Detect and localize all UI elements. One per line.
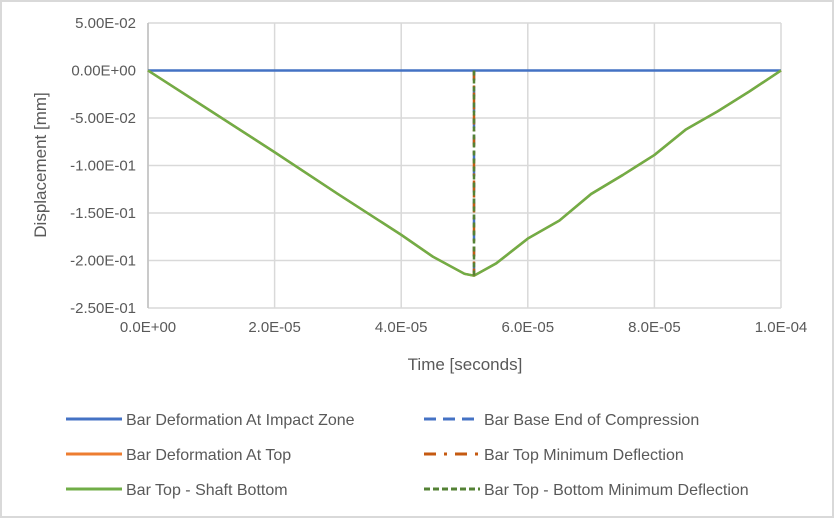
legend-label: Bar Top Minimum Deflection — [484, 447, 684, 464]
y-tick-label: -2.50E-01 — [70, 300, 136, 317]
series-line — [147, 69, 782, 277]
gridlines — [147, 22, 782, 309]
y-axis-title: Displacement [mm] — [31, 92, 50, 237]
y-axis-tick-labels: 5.00E-02 0.00E+00 -5.00E-02 -1.00E-01 -1.50E… — [70, 15, 136, 317]
x-tick-label: 0.0E+00 — [120, 319, 176, 336]
x-axis-title: Time [seconds] — [408, 355, 523, 374]
y-tick-label: -1.00E-01 — [70, 158, 136, 175]
legend: Bar Deformation At Impact Zone Bar Base E… — [66, 412, 749, 499]
x-tick-label: 8.0E-05 — [628, 319, 681, 336]
y-tick-label: -1.50E-01 — [70, 205, 136, 222]
y-tick-label: -2.00E-01 — [70, 253, 136, 270]
x-tick-label: 6.0E-05 — [502, 319, 555, 336]
plot-series — [147, 69, 782, 277]
x-axis-tick-labels: 0.0E+00 2.0E-05 4.0E-05 6.0E-05 8.0E-05 1.0E-… — [120, 319, 807, 336]
legend-label: Bar Top - Shaft Bottom — [126, 482, 288, 499]
y-tick-label: 5.00E-02 — [75, 15, 136, 32]
series-line — [147, 69, 782, 277]
legend-label: Bar Base End of Compression — [484, 412, 699, 429]
x-tick-label: 2.0E-05 — [248, 319, 301, 336]
y-tick-label: -5.00E-02 — [70, 110, 136, 127]
legend-label: Bar Deformation At Impact Zone — [126, 412, 355, 429]
legend-label: Bar Top - Bottom Minimum Deflection — [484, 482, 749, 499]
x-tick-label: 4.0E-05 — [375, 319, 428, 336]
x-tick-label: 1.0E-04 — [755, 319, 808, 336]
y-tick-label: 0.00E+00 — [71, 63, 136, 80]
legend-label: Bar Deformation At Top — [126, 447, 291, 464]
